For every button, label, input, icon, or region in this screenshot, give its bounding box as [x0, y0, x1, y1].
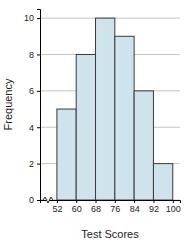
x-tick: 60	[72, 200, 82, 214]
x-tick-label: 84	[130, 204, 140, 214]
x-tick-mark	[115, 200, 116, 203]
y-tick: 8	[29, 50, 40, 60]
y-tick-label: 2	[29, 159, 34, 169]
y-tick-label: 10	[24, 13, 34, 23]
x-tick-mark	[96, 200, 97, 203]
y-tick: 10	[24, 13, 40, 23]
axis-break	[43, 197, 53, 203]
x-tick-mark	[153, 200, 154, 203]
y-axis: 0 2 4 6 8 10	[24, 10, 41, 206]
y-tick: 4	[29, 123, 40, 133]
x-axis-line	[41, 201, 181, 204]
x-tick: 68	[91, 200, 101, 214]
y-tick: 2	[29, 159, 40, 169]
x-tick: 52	[52, 200, 62, 214]
bar	[134, 91, 153, 200]
x-tick: 84	[130, 200, 140, 214]
grid	[40, 18, 180, 200]
y-tick-label: 4	[29, 123, 34, 133]
bar	[115, 36, 134, 200]
x-tick-label: 52	[52, 204, 62, 214]
plot: 5260687684921000246810	[24, 10, 181, 215]
y-axis-title: Frequency	[2, 78, 14, 130]
y-tick-label: 6	[29, 86, 34, 96]
x-tick: 76	[110, 200, 120, 214]
x-tick-label: 68	[91, 204, 101, 214]
y-tick: 0	[29, 195, 40, 205]
x-tick: 92	[149, 200, 159, 214]
x-tick: 100	[166, 200, 181, 214]
x-axis: 52 60 68 76 84 92 100	[41, 200, 181, 214]
x-axis-title: Test Scores	[81, 228, 139, 240]
bars	[57, 18, 173, 200]
bar	[96, 18, 115, 200]
x-tick-mark	[173, 200, 174, 203]
x-tick-label: 92	[149, 204, 159, 214]
y-axis-line	[37, 10, 41, 201]
y-tick-mark	[37, 18, 40, 19]
x-tick-label: 60	[72, 204, 82, 214]
y-tick-label: 8	[29, 50, 34, 60]
y-tick-mark	[37, 54, 40, 55]
y-tick-mark	[37, 164, 40, 165]
chart: 5260687684921000246810Test ScoresFrequen…	[0, 0, 192, 248]
bar	[76, 54, 95, 200]
x-tick-mark	[57, 200, 58, 203]
x-tick-label: 76	[110, 204, 120, 214]
y-tick-mark	[37, 200, 40, 201]
x-tick-mark	[76, 200, 77, 203]
y-tick-mark	[37, 127, 40, 128]
bar	[153, 164, 172, 200]
x-tick-mark	[134, 200, 135, 203]
y-tick: 6	[29, 86, 40, 96]
bar	[57, 109, 76, 200]
y-tick-label: 0	[29, 195, 34, 205]
y-tick-mark	[37, 91, 40, 92]
x-tick-label: 100	[166, 204, 181, 214]
